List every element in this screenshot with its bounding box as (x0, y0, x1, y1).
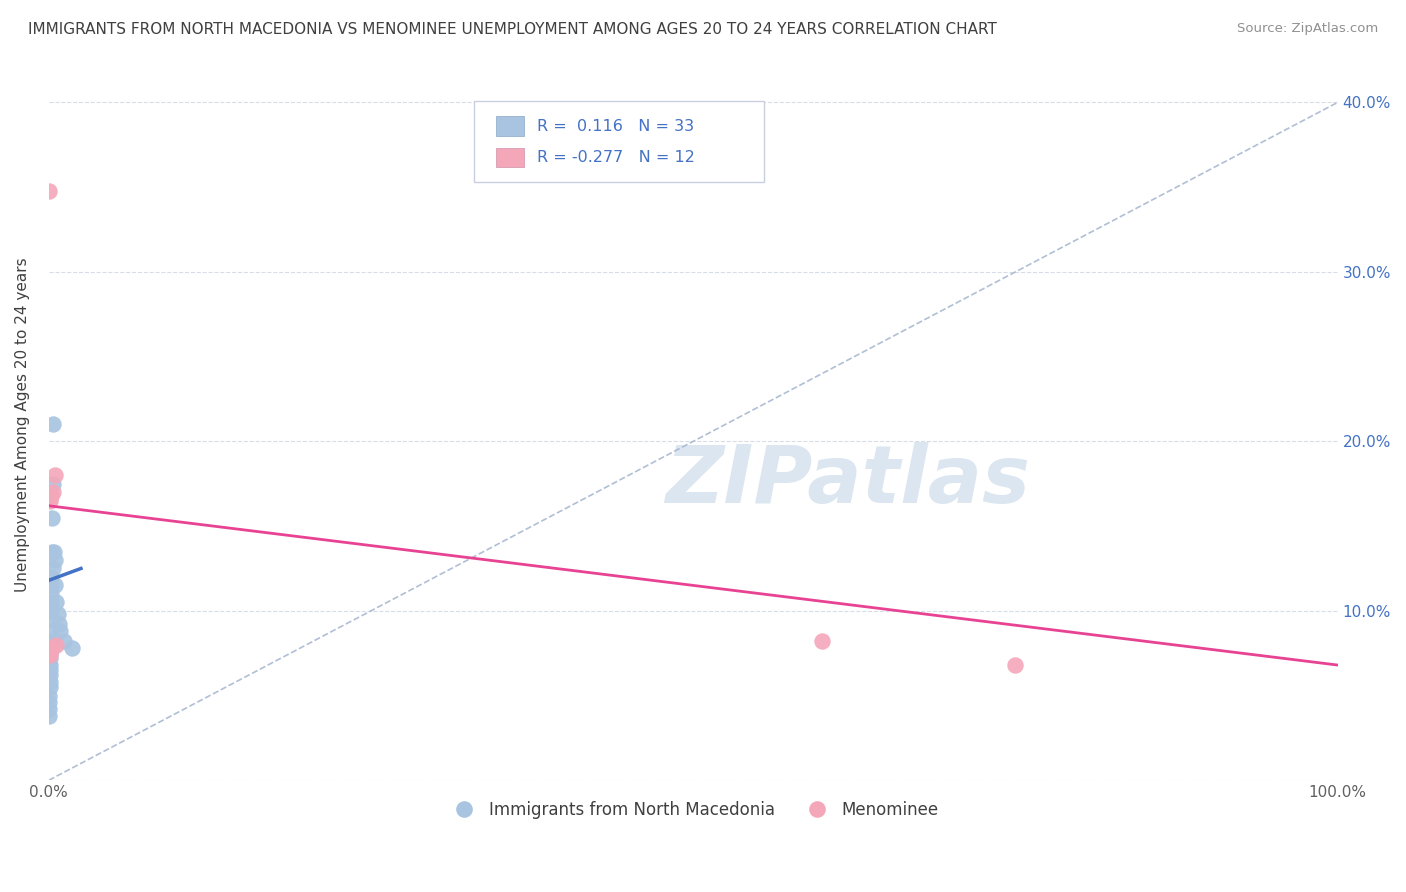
Point (45, 595, 67, 609)
Point (39, 612, 62, 626)
Point (38, 709, 60, 723)
Point (38, 695, 60, 709)
Point (41, 570, 63, 584)
Point (39, 651, 62, 665)
Point (53, 634, 76, 648)
Text: R = -0.277   N = 12: R = -0.277 N = 12 (537, 150, 695, 165)
Y-axis label: Unemployment Among Ages 20 to 24 years: Unemployment Among Ages 20 to 24 years (15, 257, 30, 591)
Point (39, 493, 62, 508)
Point (39, 648, 62, 662)
Point (39, 489, 62, 503)
Point (44, 553, 66, 567)
Point (45, 638, 67, 652)
Point (38, 646, 60, 660)
Point (48, 617, 70, 632)
Legend: Immigrants from North Macedonia, Menominee: Immigrants from North Macedonia, Menomin… (441, 794, 946, 825)
Point (41, 476, 63, 491)
Point (41, 544, 63, 558)
Point (38, 663, 60, 677)
FancyBboxPatch shape (496, 116, 524, 136)
Point (41, 578, 63, 592)
Point (39, 587, 62, 601)
Text: ZIPatlas: ZIPatlas (665, 442, 1031, 520)
FancyBboxPatch shape (496, 147, 524, 168)
Point (60, 641, 83, 656)
Point (42, 561, 65, 575)
Point (38, 689, 60, 703)
Point (41, 485, 63, 500)
Point (38, 184, 60, 198)
Point (44, 578, 66, 592)
Point (39, 658, 62, 673)
FancyBboxPatch shape (474, 101, 763, 182)
Point (39, 624, 62, 639)
Point (38, 668, 60, 682)
Point (811, 634, 834, 648)
Point (38, 489, 60, 503)
Point (38, 702, 60, 716)
Point (39, 634, 62, 648)
Point (49, 624, 72, 639)
Text: IMMIGRANTS FROM NORTH MACEDONIA VS MENOMINEE UNEMPLOYMENT AMONG AGES 20 TO 24 YE: IMMIGRANTS FROM NORTH MACEDONIA VS MENOM… (28, 22, 997, 37)
Point (38, 675, 60, 690)
Point (46, 607, 69, 622)
Point (41, 510, 63, 524)
Point (39, 604, 62, 618)
Point (1004, 658, 1026, 673)
Point (39, 644, 62, 658)
Point (44, 468, 66, 483)
Point (41, 641, 63, 656)
Text: Source: ZipAtlas.com: Source: ZipAtlas.com (1237, 22, 1378, 36)
Point (39, 595, 62, 609)
Point (41, 417, 63, 432)
Point (38, 680, 60, 694)
Point (42, 544, 65, 558)
Text: R =  0.116   N = 33: R = 0.116 N = 33 (537, 119, 695, 134)
